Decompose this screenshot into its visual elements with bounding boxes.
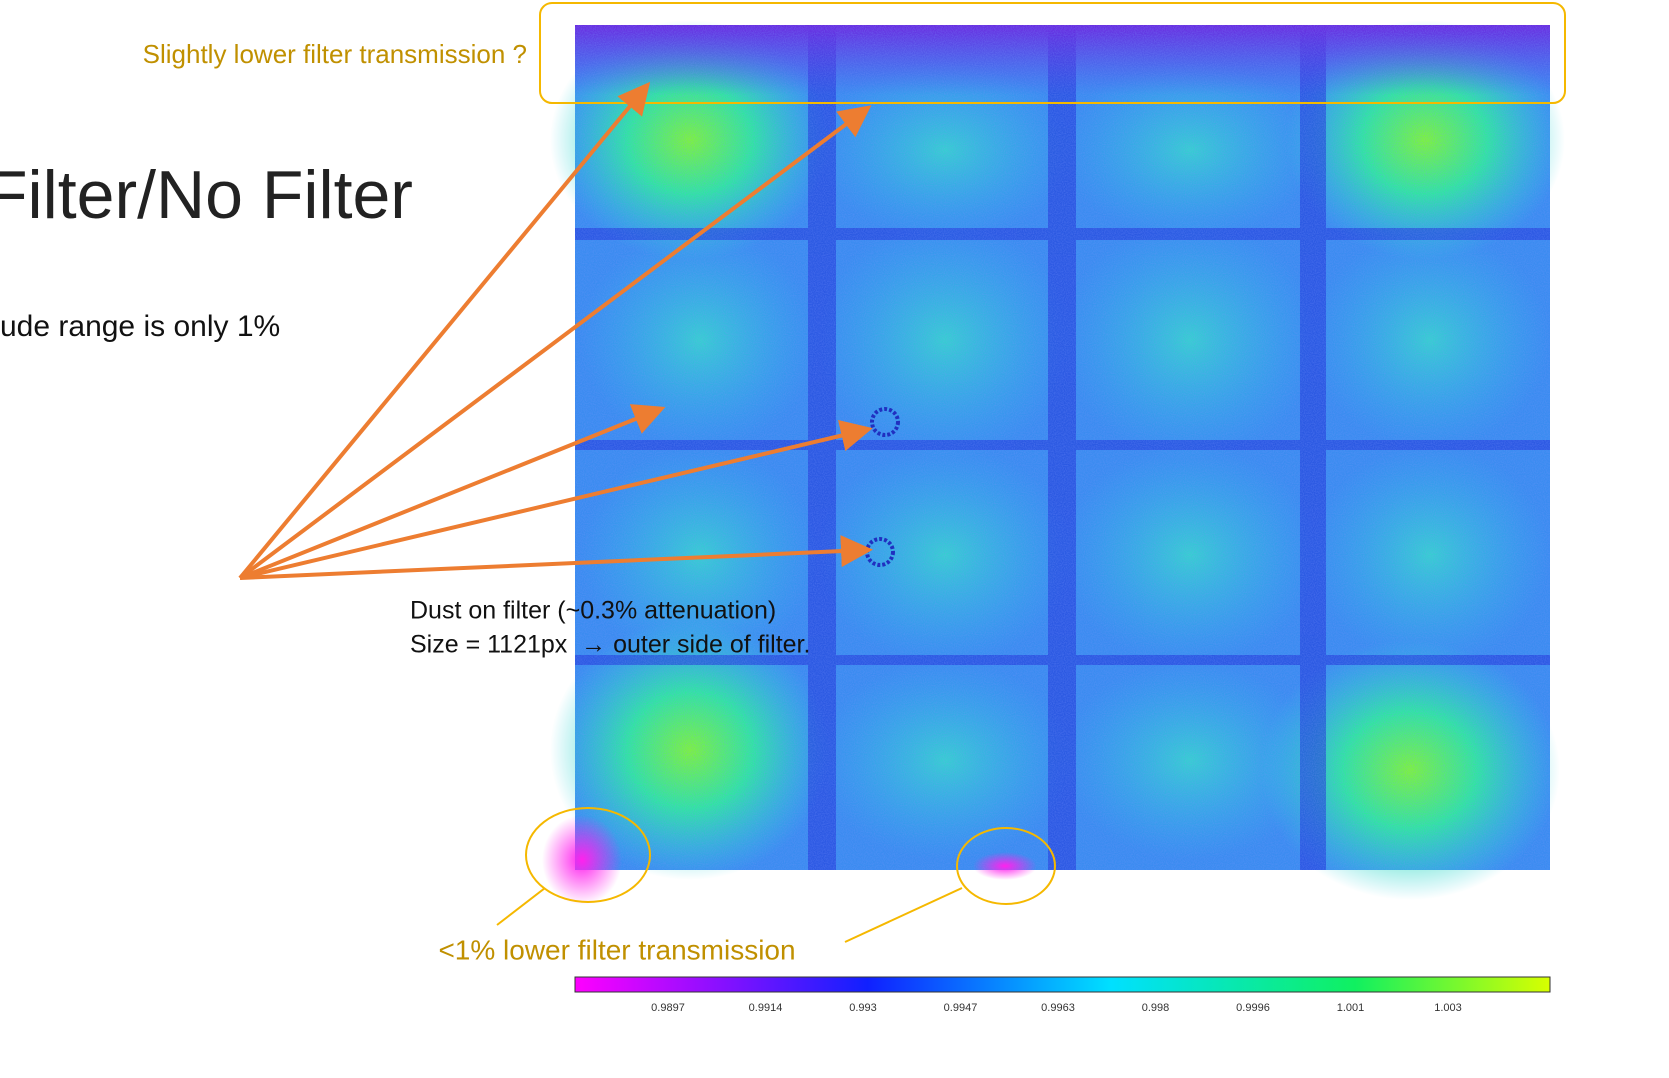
colorbar xyxy=(575,977,1550,992)
bottom-note: <1% lower filter transmission xyxy=(438,934,795,965)
callout-line xyxy=(497,888,545,925)
colorbar-tick-label: 0.9947 xyxy=(944,1002,978,1014)
colorbar-tick-label: 0.998 xyxy=(1142,1002,1170,1014)
colorbar-tick-label: 0.9996 xyxy=(1236,1002,1270,1014)
colorbar-tick-label: 0.9914 xyxy=(749,1002,783,1014)
top-note: Slightly lower filter transmission ? xyxy=(143,39,527,69)
colorbar-tick-label: 1.003 xyxy=(1434,1002,1462,1014)
slide-title: Filter/No Filter xyxy=(0,157,413,233)
colorbar-ticks: 0.9897 0.9914 0.993 0.9947 0.9963 0.998 0.9996… xyxy=(651,1002,1462,1014)
colorbar-tick-label: 0.9963 xyxy=(1041,1002,1075,1014)
colorbar-tick-label: 1.001 xyxy=(1337,1002,1365,1014)
slide: Slightly lower filter transmission ? Fil… xyxy=(0,0,1669,1078)
heatmap xyxy=(542,20,1565,905)
callout-line xyxy=(845,888,962,942)
colorbar-tick-label: 0.9897 xyxy=(651,1002,685,1014)
bullet: ude range is only 1% xyxy=(0,310,280,343)
dust-note: Dust on filter (~0.3% attenuation) xyxy=(410,597,776,625)
dust-note: Size = 1121px → outer side of filter. xyxy=(410,631,810,659)
colorbar-tick-label: 0.993 xyxy=(849,1002,877,1014)
